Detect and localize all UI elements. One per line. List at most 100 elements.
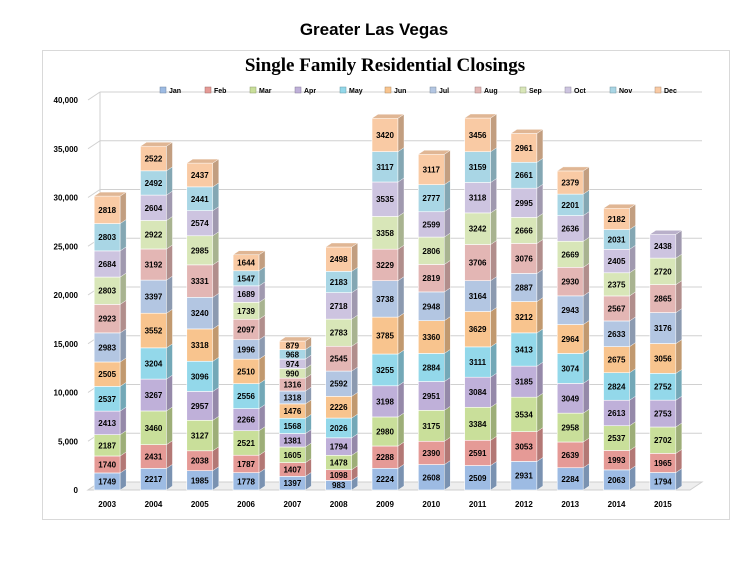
bar-segment-label: 2224 bbox=[376, 475, 394, 484]
bar-segment-side bbox=[397, 349, 405, 387]
bar-segment-side bbox=[629, 244, 636, 274]
bar-segment-side bbox=[397, 177, 405, 217]
bar-segment bbox=[140, 347, 167, 380]
bar-segment-label: 2806 bbox=[422, 247, 440, 256]
bar-segment-label: 3413 bbox=[515, 346, 533, 355]
bar-segment-label: 3076 bbox=[515, 254, 533, 263]
bar-segment-side bbox=[536, 129, 544, 163]
bar-segment-side bbox=[583, 291, 590, 325]
x-tick-label: 2004 bbox=[145, 500, 163, 509]
bar-segment bbox=[464, 151, 491, 183]
bar-segment-side bbox=[351, 391, 358, 419]
bar-segment-label: 1965 bbox=[654, 459, 672, 468]
bar-segment-side bbox=[444, 316, 451, 354]
legend-swatch bbox=[654, 86, 662, 94]
bar-segment-side bbox=[536, 427, 544, 462]
bar-segment-label: 3267 bbox=[145, 391, 163, 400]
bar-segment-label: 3096 bbox=[191, 372, 209, 381]
bar-segment-side bbox=[675, 280, 683, 313]
gridline-diag bbox=[87, 140, 101, 150]
bar-segment-side bbox=[675, 229, 683, 259]
bar-segment-label: 2636 bbox=[561, 224, 579, 233]
bar-segment bbox=[418, 153, 445, 185]
bar-segment-label: 2948 bbox=[422, 302, 440, 311]
bar-segment bbox=[93, 304, 121, 334]
bar-segment bbox=[510, 217, 538, 244]
bar-top bbox=[232, 250, 266, 255]
bar-segment-label: 1794 bbox=[654, 477, 672, 486]
bar-segment bbox=[418, 236, 445, 265]
bar-segment-side bbox=[212, 206, 219, 237]
bar-segment-label: 1778 bbox=[237, 477, 255, 486]
bar-segment-label: 2545 bbox=[330, 355, 348, 364]
bar-segment-label: 2592 bbox=[330, 380, 348, 389]
bar-segment-side bbox=[490, 276, 497, 312]
bar-segment-label: 2031 bbox=[608, 235, 626, 244]
legend-label: Apr bbox=[304, 88, 316, 95]
bar-segment bbox=[325, 370, 352, 397]
bar-segment-label: 2375 bbox=[608, 280, 626, 289]
bar-segment-label: 2884 bbox=[422, 363, 440, 372]
legend-label: Dec bbox=[664, 88, 677, 95]
bar-segment bbox=[556, 267, 584, 297]
bar-segment-label: 2720 bbox=[654, 267, 672, 276]
bar-segment-label: 2441 bbox=[191, 195, 209, 204]
bar-segment-label: 3053 bbox=[515, 443, 533, 452]
bar-segment-label: 2591 bbox=[469, 449, 487, 458]
bar-segment-label: 3629 bbox=[469, 325, 487, 334]
bar-segment bbox=[93, 195, 121, 224]
legend-swatch bbox=[609, 86, 617, 94]
bar-segment-side bbox=[444, 180, 451, 213]
bar-segment-label: 2684 bbox=[98, 260, 116, 269]
bar-segment-label: 2887 bbox=[515, 283, 533, 292]
bar-segment-label: 3164 bbox=[469, 292, 487, 301]
bar-segment-side bbox=[119, 300, 127, 334]
bar-segment-side bbox=[444, 405, 451, 442]
bar-segment-side bbox=[490, 435, 497, 466]
bar-segment-label: 2097 bbox=[237, 325, 255, 334]
bar-segment-side bbox=[119, 406, 127, 436]
bar-segment-side bbox=[536, 239, 544, 274]
bar-segment-label: 3117 bbox=[376, 163, 394, 172]
bar-segment-side bbox=[212, 415, 219, 452]
bar-segment bbox=[556, 412, 584, 443]
bar-segment bbox=[603, 295, 630, 322]
bar-segment-label: 2661 bbox=[515, 171, 533, 180]
bar-top bbox=[510, 129, 544, 134]
bar-segment-label: 3358 bbox=[376, 229, 394, 238]
bar-segment-side bbox=[583, 437, 590, 469]
bar-segment-label: 2923 bbox=[98, 315, 116, 324]
bar-segment bbox=[140, 279, 167, 314]
bar-segment-label: 3552 bbox=[145, 327, 163, 336]
bar-segment-label: 2556 bbox=[237, 392, 255, 401]
bar-segment-side bbox=[536, 183, 544, 218]
bar-segment-side bbox=[212, 387, 219, 421]
bar-segment-label: 2505 bbox=[98, 370, 116, 379]
bar-segment bbox=[510, 365, 538, 398]
bar-segment-side bbox=[629, 368, 636, 401]
bar-segment-side bbox=[119, 430, 127, 457]
bar-segment-side bbox=[166, 343, 173, 380]
bar-segment-side bbox=[119, 191, 127, 224]
bar-segment-label: 2537 bbox=[608, 434, 626, 443]
bar-segment-label: 2537 bbox=[98, 395, 116, 404]
x-tick-label: 2005 bbox=[191, 500, 209, 509]
bar-segment-label: 2961 bbox=[515, 144, 533, 153]
bar-segment-label: 3534 bbox=[515, 410, 533, 419]
y-tick-label: 15,000 bbox=[54, 340, 79, 349]
bar-segment bbox=[510, 273, 538, 302]
bar-top bbox=[417, 150, 451, 155]
bar-segment-label: 3056 bbox=[654, 354, 672, 363]
bar-segment-label: 2633 bbox=[608, 330, 626, 339]
bar-segment-label: 3229 bbox=[376, 261, 394, 270]
bar-segment-label: 1794 bbox=[330, 443, 348, 452]
bar-segment-side bbox=[166, 141, 173, 172]
x-tick-label: 2013 bbox=[561, 500, 579, 509]
bar-segment-side bbox=[397, 212, 405, 250]
x-tick-label: 2011 bbox=[469, 500, 487, 509]
bar-segment-side bbox=[258, 314, 266, 341]
legend-swatch bbox=[474, 86, 482, 94]
y-tick-label: 10,000 bbox=[54, 389, 79, 398]
bar-segment-label: 2819 bbox=[422, 274, 440, 283]
bar-segment-label: 879 bbox=[286, 341, 300, 350]
